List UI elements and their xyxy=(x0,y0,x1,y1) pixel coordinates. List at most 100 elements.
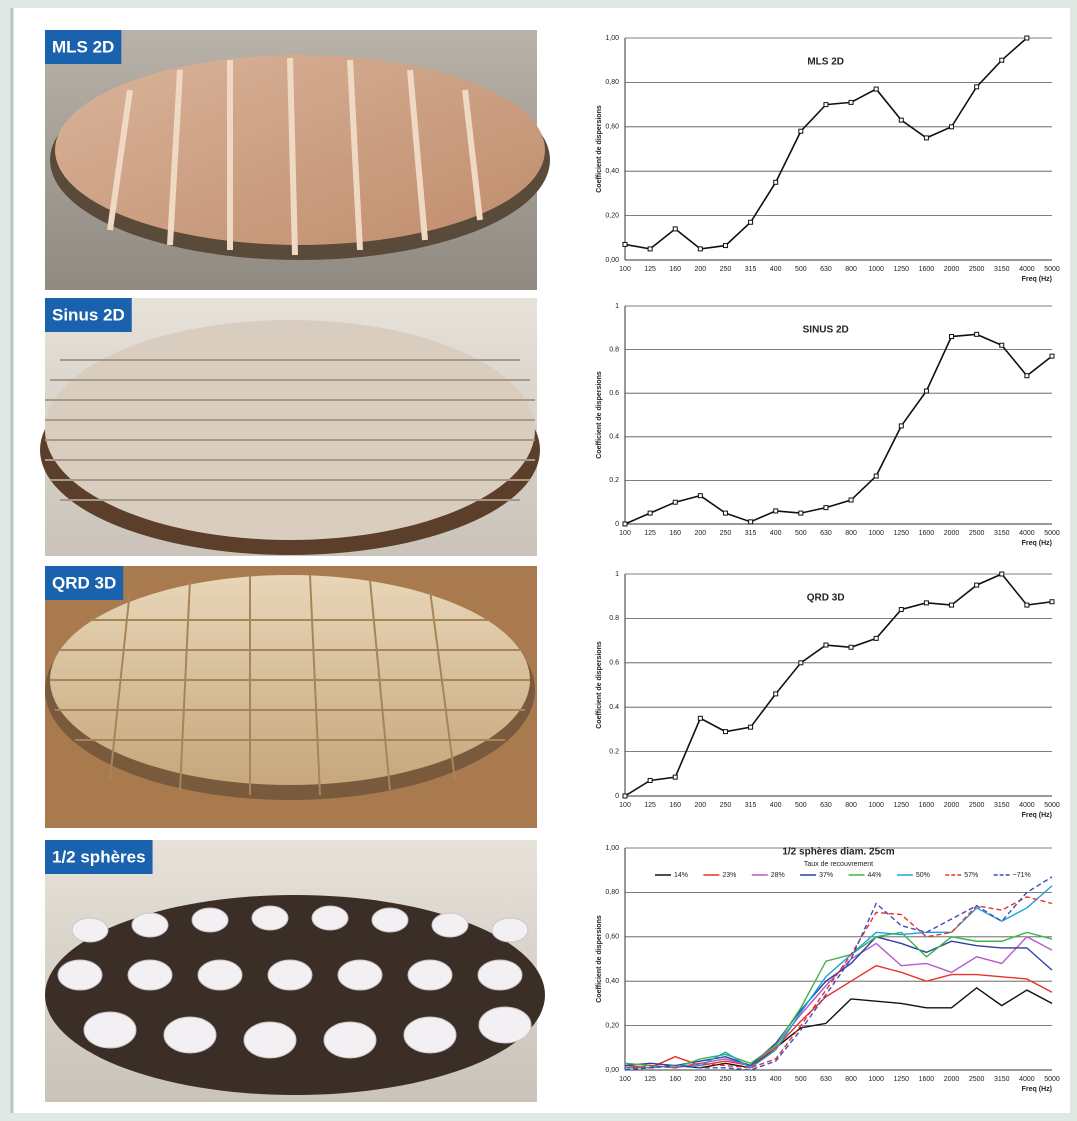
chart-subtitle: Taux de recouvrement xyxy=(804,861,873,868)
x-tick-label: 400 xyxy=(770,530,782,537)
y-tick-label: 0,80 xyxy=(605,79,619,86)
data-point xyxy=(1024,35,1030,41)
x-tick-label: 1600 xyxy=(919,266,935,273)
data-point xyxy=(974,84,980,90)
y-tick-label: 0,00 xyxy=(605,1067,619,1074)
data-point xyxy=(722,510,728,516)
data-point xyxy=(999,57,1005,63)
x-tick-label: 1000 xyxy=(868,266,884,273)
data-point xyxy=(898,117,904,123)
data-point xyxy=(672,774,678,780)
series-line xyxy=(625,986,1053,1069)
data-point xyxy=(873,635,879,641)
x-tick-label: 200 xyxy=(695,530,707,537)
series-line xyxy=(624,896,1053,1071)
chart-title: QRD 3D xyxy=(807,593,845,604)
series-line xyxy=(624,931,1053,1069)
x-tick-label: 1250 xyxy=(894,1076,910,1083)
y-axis-label: Coefficient de dispersions xyxy=(596,641,603,729)
legend-label: 50% xyxy=(916,872,930,879)
data-point xyxy=(898,423,904,429)
photo-label: MLS 2D xyxy=(52,37,114,56)
data-point xyxy=(672,226,678,232)
x-tick-label: 2000 xyxy=(944,266,960,273)
y-axis-label: Coefficient de dispersions xyxy=(596,105,603,193)
data-point xyxy=(647,777,653,783)
chart-title: MLS 2D xyxy=(807,57,844,68)
photo-label-box xyxy=(45,566,124,600)
x-tick-label: 630 xyxy=(820,1076,832,1083)
x-tick-label: 630 xyxy=(820,802,832,809)
data-point xyxy=(873,473,879,479)
x-tick-label: 315 xyxy=(745,802,757,809)
data-point xyxy=(974,582,980,588)
data-point xyxy=(923,388,929,394)
chart: 0,00 0,20 0,40 0,60 0,80 1,00 100 125 160 200 250 3… xyxy=(596,845,1060,1093)
photo-label: QRD 3D xyxy=(52,573,116,592)
series-line xyxy=(624,333,1053,525)
x-axis-label: Freq (Hz) xyxy=(1022,540,1052,547)
photo-label: Sinus 2D xyxy=(52,305,125,324)
legend-label: 44% xyxy=(868,872,882,879)
y-tick-label: 0,20 xyxy=(605,1022,619,1029)
series-line xyxy=(625,885,1053,1069)
x-tick-label: 5000 xyxy=(1044,1076,1060,1083)
x-tick-label: 5000 xyxy=(1044,266,1060,273)
data-point xyxy=(1049,599,1055,605)
x-tick-label: 5000 xyxy=(1044,802,1060,809)
data-point xyxy=(622,793,628,799)
photo-label-box xyxy=(45,298,132,332)
x-axis-label: Freq (Hz) xyxy=(1022,276,1052,283)
y-tick-label: 0.8 xyxy=(609,346,619,353)
y-tick-label: 0,60 xyxy=(605,124,619,131)
chart: 0 0.2 0.4 0.6 0.8 1 100 125 160 200 250 315 400 500 63… xyxy=(596,303,1060,547)
series-line xyxy=(624,876,1053,1071)
x-tick-label: 800 xyxy=(845,1076,857,1083)
x-tick-label: 4000 xyxy=(1019,802,1035,809)
data-point xyxy=(949,124,955,130)
data-point xyxy=(1024,373,1030,379)
data-point xyxy=(697,493,703,499)
x-tick-label: 2500 xyxy=(969,802,985,809)
legend-label: 14% xyxy=(674,872,688,879)
y-tick-label: 1 xyxy=(615,303,619,310)
x-tick-label: 1600 xyxy=(919,1076,935,1083)
y-tick-label: 0.8 xyxy=(609,615,619,622)
data-point xyxy=(1049,353,1055,359)
x-tick-label: 800 xyxy=(845,266,857,273)
x-tick-label: 250 xyxy=(720,266,732,273)
y-tick-label: 0,40 xyxy=(605,168,619,175)
x-tick-label: 100 xyxy=(619,266,631,273)
x-tick-label: 2000 xyxy=(944,530,960,537)
photo-label-box xyxy=(45,840,153,874)
legend-label: 23% xyxy=(722,872,736,879)
x-tick-label: 2000 xyxy=(944,1076,960,1083)
data-point xyxy=(748,519,754,525)
data-point xyxy=(873,86,879,92)
legend-label: 57% xyxy=(964,872,978,879)
x-tick-label: 100 xyxy=(619,802,631,809)
photo xyxy=(45,30,550,290)
x-tick-label: 2500 xyxy=(969,266,985,273)
x-tick-label: 1600 xyxy=(919,802,935,809)
chart: 0 0.2 0.4 0.6 0.8 1 100 125 160 200 250 315 400 500 63… xyxy=(596,571,1060,819)
x-tick-label: 4000 xyxy=(1019,530,1035,537)
x-tick-label: 200 xyxy=(695,1076,707,1083)
x-tick-label: 160 xyxy=(669,802,681,809)
x-tick-label: 200 xyxy=(695,266,707,273)
y-axis-label: Coefficient de dispersions xyxy=(596,915,603,1003)
data-point xyxy=(848,99,854,105)
photo xyxy=(40,298,540,556)
x-tick-label: 2500 xyxy=(969,1076,985,1083)
x-axis-label: Freq (Hz) xyxy=(1022,1086,1052,1093)
chart-title: SINUS 2D xyxy=(803,325,849,336)
y-axis-label: Coefficient de dispersions xyxy=(596,371,603,459)
x-tick-label: 1250 xyxy=(894,530,910,537)
photo xyxy=(45,840,545,1102)
data-point xyxy=(798,510,804,516)
data-point xyxy=(773,179,779,185)
x-tick-label: 1600 xyxy=(919,530,935,537)
y-tick-label: 0.2 xyxy=(609,748,619,755)
data-point xyxy=(748,724,754,730)
x-tick-label: 100 xyxy=(619,530,631,537)
